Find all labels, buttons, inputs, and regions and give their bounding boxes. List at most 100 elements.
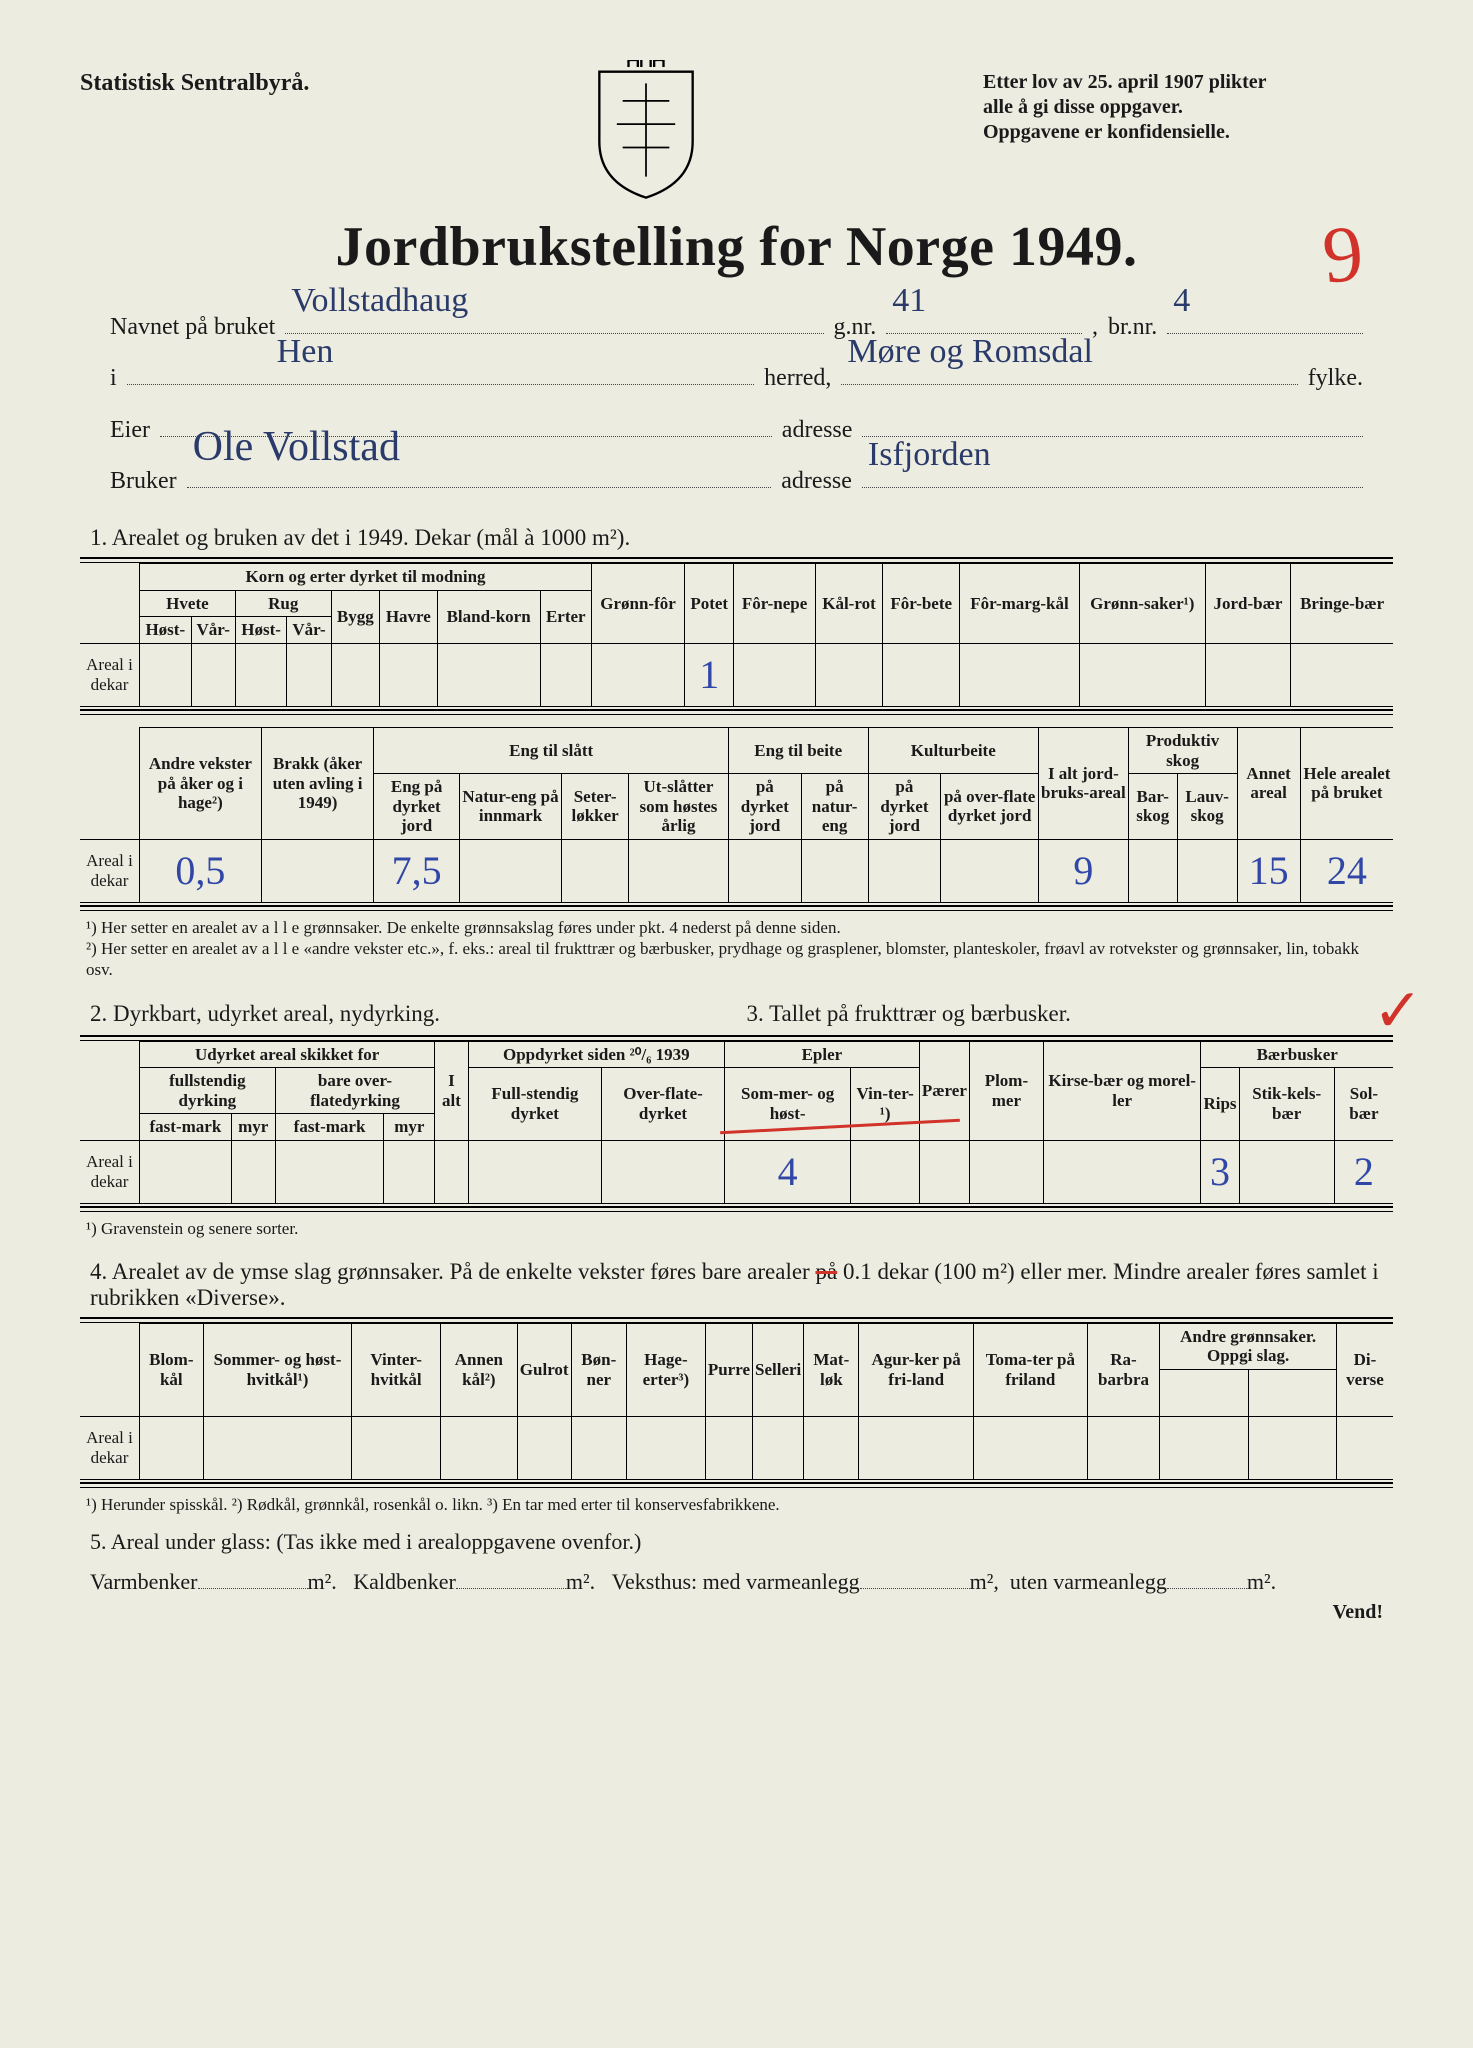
h-hele: Hele arealet på bruket — [1300, 728, 1393, 840]
h-myr1: myr — [231, 1114, 275, 1141]
h-stikkels: Stik-kels-bær — [1239, 1068, 1334, 1141]
label-eier-addr: adresse — [782, 406, 853, 454]
h-blandkorn: Bland-korn — [437, 590, 540, 643]
h-plommer: Plom-mer — [969, 1041, 1043, 1140]
v-hele: 24 — [1300, 839, 1393, 902]
h-bare: bare over-flatedyrking — [275, 1068, 435, 1114]
label-bruker: Bruker — [110, 457, 177, 505]
h-bygg: Bygg — [331, 590, 379, 643]
s1-fn1: ¹) Her setter en arealet av a l l e grøn… — [86, 917, 1387, 938]
h-ialt2: I alt — [435, 1041, 468, 1140]
h-beitenatur: på natur-eng — [801, 774, 868, 840]
h-eng: Eng til slått — [374, 728, 729, 774]
value-fylke: Møre og Romsdal — [847, 318, 1093, 386]
value-brnr: 4 — [1173, 267, 1190, 335]
h-over: Over-flate-dyrket — [602, 1068, 725, 1141]
header-form: Navnet på bruket Vollstadhaug g.nr. 41 ,… — [80, 299, 1393, 505]
s1-fn2: ²) Her setter en arealet av a l l e «and… — [86, 938, 1387, 981]
m2-4: m². — [1247, 1569, 1276, 1594]
h-utslatter: Ut-slåtter som høstes årlig — [629, 774, 729, 840]
h-full: Full-stendig dyrket — [468, 1068, 601, 1141]
h-hageerter: Hage-erter³) — [626, 1323, 705, 1416]
h-andre4: Andre grønnsaker. Oppgi slag. — [1160, 1323, 1337, 1369]
h-rips: Rips — [1201, 1068, 1239, 1141]
organization-name: Statistisk Sentralbyrå. — [80, 70, 309, 97]
s2-rowlabel: Areal i dekar — [80, 1140, 140, 1203]
h-annenkal: Annen kål²) — [440, 1323, 517, 1416]
vend-label: Vend! — [80, 1601, 1393, 1624]
h-vinterkal: Vinter-hvitkål — [352, 1323, 441, 1416]
s1-heading: 1. Arealet og bruken av det i 1949. Deka… — [80, 525, 1393, 551]
page-title: Jordbrukstelling for Norge 1949. — [80, 215, 1393, 279]
header-row: Statistisk Sentralbyrå. Etter lov av 25.… — [80, 70, 1393, 205]
h-var1: Vår- — [191, 617, 235, 644]
s4-fn: ¹) Herunder spisskål. ²) Rødkål, grønnkå… — [80, 1494, 1393, 1515]
h-hvete: Hvete — [140, 590, 236, 617]
value-bruker: Ole Vollstad — [193, 405, 400, 489]
s1t2-rowlabel: Areal i dekar — [80, 839, 140, 902]
h-blomkal: Blom-kål — [140, 1323, 204, 1416]
h-natureng: Natur-eng på innmark — [459, 774, 561, 840]
v-sommer: 4 — [724, 1140, 851, 1203]
v-solbaer: 2 — [1334, 1140, 1393, 1203]
label-i: i — [110, 354, 117, 402]
m2-2: m². — [566, 1569, 595, 1594]
s2-heading: 2. Dyrkbart, udyrket areal, nydyrking. — [80, 1001, 737, 1027]
s4-h-b: på — [815, 1259, 837, 1284]
v-andre: 0,5 — [140, 839, 262, 902]
h-kulturover: på over-flate dyrket jord — [941, 774, 1039, 840]
h-formarg: Fôr-marg-kål — [960, 564, 1079, 644]
m2-1: m². — [308, 1569, 337, 1594]
h-forbete: Fôr-bete — [883, 564, 960, 644]
label-navnet: Navnet på bruket — [110, 303, 275, 351]
h-andre: Andre vekster på åker og i hage²) — [140, 728, 262, 840]
s1-table1: Korn og erter dyrket til modning Grønn-f… — [80, 563, 1393, 707]
h-bonner: Bøn-ner — [571, 1323, 626, 1416]
h-fullstendig: fullstendig dyrking — [140, 1068, 276, 1114]
h-agurker: Agur-ker på fri-land — [859, 1323, 974, 1416]
red-check-icon: ✓ — [1373, 976, 1423, 1046]
l-varmbenker: Varmbenker — [90, 1569, 198, 1594]
h-seter: Seter-løkker — [562, 774, 629, 840]
h-udyrket: Udyrket areal skikket for — [140, 1041, 435, 1068]
h-host2: Høst- — [235, 617, 287, 644]
v-annet: 15 — [1237, 839, 1300, 902]
s3-heading: 3. Tallet på frukttrær og bærbusker. — [737, 1001, 1394, 1027]
h-gronnsaker: Grønn-saker¹) — [1079, 564, 1205, 644]
h-myr2: myr — [384, 1114, 435, 1141]
l-kaldbenker: Kaldbenker — [353, 1569, 456, 1594]
h-lauvskog: Lauv-skog — [1177, 774, 1237, 840]
h-fast2: fast-mark — [275, 1114, 384, 1141]
s1-footnotes: ¹) Her setter en arealet av a l l e grøn… — [80, 917, 1393, 981]
h-kalrot: Kål-rot — [815, 564, 883, 644]
s1t1-rowlabel: Areal i dekar — [80, 644, 140, 707]
h-host1: Høst- — [140, 617, 192, 644]
h-fornepe: Fôr-nepe — [734, 564, 815, 644]
legal-line-1: Etter lov av 25. april 1907 plikter — [983, 70, 1393, 95]
label-brnr: br.nr. — [1108, 303, 1157, 351]
v-engdyrket: 7,5 — [374, 839, 459, 902]
h-ialt: I alt jord-bruks-areal — [1039, 728, 1129, 840]
h-engdyrket: Eng på dyrket jord — [374, 774, 459, 840]
h-selleri: Selleri — [753, 1323, 804, 1416]
h-havre: Havre — [379, 590, 437, 643]
h-erter: Erter — [540, 590, 592, 643]
h-rug: Rug — [235, 590, 331, 617]
v-potet: 1 — [685, 644, 734, 707]
legal-line-3: Oppgavene er konfidensielle. — [983, 120, 1393, 145]
h-oppdyrket: Oppdyrket siden ²⁰/₆ 1939 — [468, 1041, 724, 1068]
page-number: 9 — [1319, 208, 1367, 302]
h-matlok: Mat-løk — [804, 1323, 859, 1416]
label-fylke: fylke. — [1308, 354, 1363, 402]
h-potet: Potet — [685, 564, 734, 644]
s1-table2: Andre vekster på åker og i hage²) Brakk … — [80, 727, 1393, 903]
h-epler: Epler — [724, 1041, 919, 1068]
h-diverse: Di-verse — [1336, 1323, 1393, 1416]
s4-h-a: 4. Arealet av de ymse slag grønnsaker. P… — [90, 1259, 815, 1284]
h-fast1: fast-mark — [140, 1114, 232, 1141]
h-kirsebaer: Kirse-bær og morel-ler — [1043, 1041, 1201, 1140]
h-var2: Vår- — [287, 617, 331, 644]
l-veksthus: Veksthus: med varmeanlegg — [612, 1569, 860, 1594]
h-purre: Purre — [705, 1323, 752, 1416]
h-tomater: Toma-ter på friland — [973, 1323, 1087, 1416]
